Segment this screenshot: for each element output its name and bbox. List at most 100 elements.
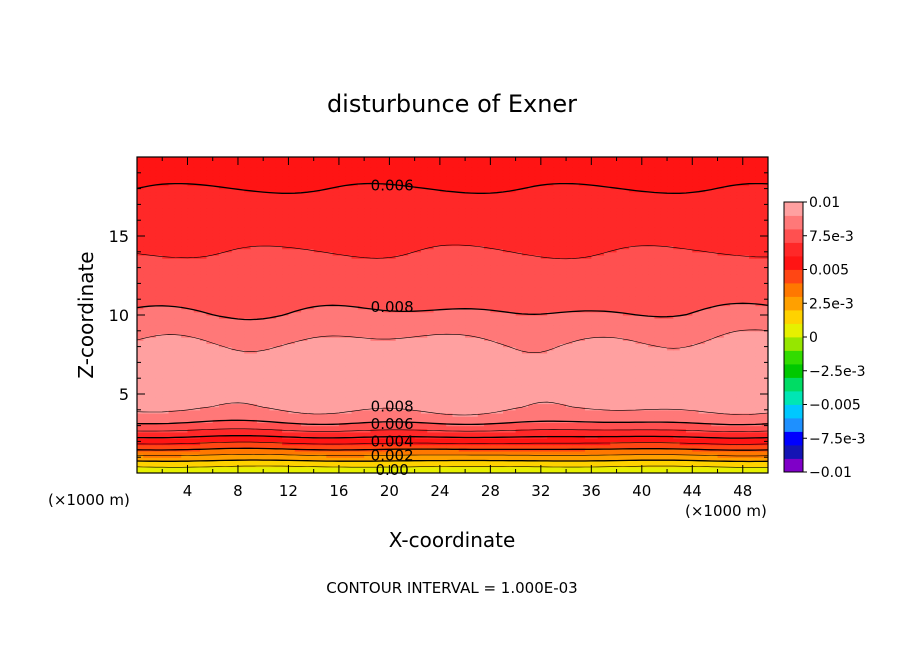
field-cell — [458, 346, 466, 351]
field-cell — [521, 390, 529, 395]
field-cell — [149, 419, 157, 424]
field-cell — [496, 371, 504, 376]
field-cell — [673, 349, 681, 354]
field-cell — [502, 390, 510, 395]
field-cell — [685, 416, 693, 420]
field-cell — [168, 368, 176, 373]
field-cell — [509, 454, 517, 458]
field-cell — [616, 438, 624, 442]
field-cell — [496, 460, 504, 465]
field-cell — [477, 466, 485, 471]
field-cell — [622, 438, 630, 442]
field-cell — [439, 419, 447, 424]
field-cell — [237, 438, 245, 442]
field-cell — [629, 403, 637, 408]
field-cell — [408, 460, 416, 465]
field-cell — [187, 371, 195, 376]
field-cell — [237, 419, 245, 424]
field-cell — [641, 400, 649, 405]
field-cell — [294, 378, 302, 382]
field-cell — [420, 352, 428, 357]
field-cell — [263, 394, 271, 398]
field-cell — [149, 378, 157, 382]
field-cell — [338, 469, 346, 473]
field-cell — [610, 356, 618, 360]
field-cell — [730, 400, 738, 405]
field-cell — [256, 460, 264, 465]
field-cell — [200, 397, 208, 401]
field-cell — [704, 441, 712, 446]
field-cell — [357, 416, 365, 420]
field-cell — [282, 371, 290, 376]
field-cell — [515, 346, 523, 351]
field-cell — [452, 425, 460, 430]
field-cell — [143, 457, 151, 461]
field-cell — [162, 422, 170, 427]
field-cell — [465, 365, 473, 370]
field-cell — [502, 409, 510, 414]
field-cell — [547, 356, 555, 360]
field-cell — [566, 444, 573, 449]
field-cell — [540, 463, 548, 468]
field-cell — [761, 400, 768, 405]
field-cell — [673, 450, 681, 455]
field-cell — [402, 431, 409, 436]
field-cell — [509, 457, 517, 461]
field-cell — [521, 428, 529, 433]
field-cell — [465, 403, 473, 408]
field-cell — [446, 381, 454, 386]
field-cell — [755, 365, 763, 370]
field-cell — [704, 457, 712, 461]
field-cell — [610, 394, 618, 398]
field-cell — [471, 390, 479, 395]
field-cell — [162, 400, 170, 405]
field-cell — [162, 378, 170, 382]
field-cell — [723, 384, 731, 389]
field-cell — [301, 397, 308, 401]
field-cell — [408, 419, 416, 424]
field-cell — [200, 425, 208, 430]
field-cell — [553, 444, 561, 449]
field-cell — [383, 384, 390, 389]
field-cell — [427, 431, 435, 436]
field-cell — [313, 450, 321, 455]
field-cell — [553, 403, 561, 408]
field-cell — [395, 387, 403, 392]
field-cell — [572, 381, 580, 386]
field-cell — [452, 400, 460, 405]
field-cell — [402, 469, 409, 473]
field-cell — [597, 469, 605, 473]
field-cell — [370, 365, 378, 370]
field-cell — [660, 352, 668, 357]
field-cell — [566, 384, 573, 389]
field-cell — [294, 384, 302, 389]
field-cell — [540, 356, 548, 360]
field-cell — [477, 371, 485, 376]
field-cell — [654, 460, 662, 465]
field-cell — [408, 438, 416, 442]
field-cell — [231, 463, 239, 468]
field-cell — [616, 444, 624, 449]
field-cell — [559, 349, 567, 354]
field-cell — [420, 425, 428, 430]
field-cell — [237, 390, 245, 395]
field-cell — [471, 460, 479, 465]
field-cell — [629, 384, 637, 389]
field-cell — [143, 466, 151, 471]
field-cell — [250, 400, 258, 405]
field-cell — [641, 444, 649, 449]
field-cell — [446, 428, 454, 433]
field-cell — [193, 375, 201, 379]
field-cell — [376, 390, 384, 395]
field-cell — [433, 454, 441, 458]
field-cell — [288, 378, 296, 382]
field-cell — [301, 457, 308, 461]
field-cell — [174, 422, 182, 427]
field-cell — [332, 375, 340, 379]
field-cell — [648, 397, 656, 401]
field-cell — [326, 365, 334, 370]
field-cell — [389, 450, 397, 455]
field-cell — [698, 431, 706, 436]
field-cell — [383, 403, 390, 408]
field-cell — [376, 422, 384, 427]
